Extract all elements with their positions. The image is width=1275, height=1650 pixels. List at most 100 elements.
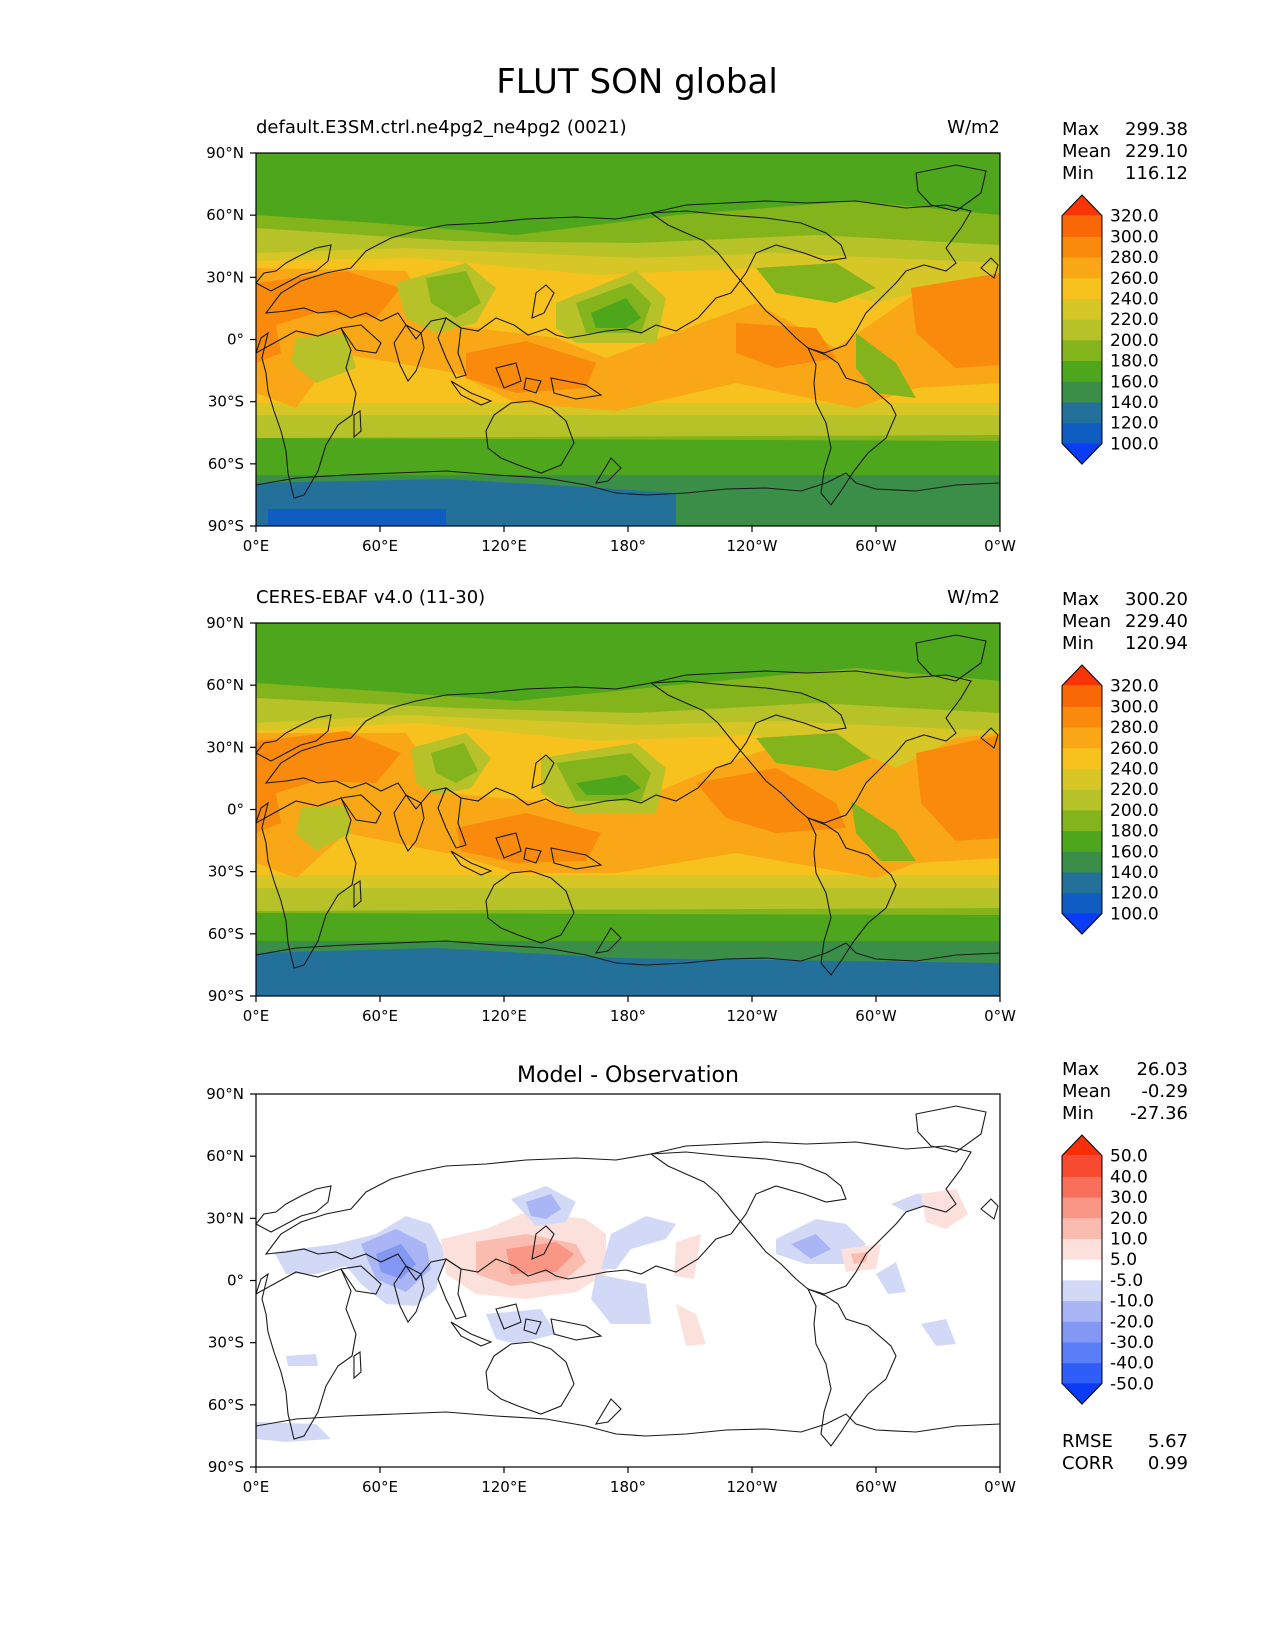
lat-tick-label: 60°S: [208, 1396, 244, 1414]
colorbar-min-extend: [1062, 443, 1102, 465]
lat-tick-label: 0°: [227, 331, 244, 349]
stat-label: Max: [1062, 119, 1100, 140]
lat-tick-label: 60°N: [206, 1147, 244, 1165]
lat-tick-label: 30°S: [208, 393, 244, 411]
stat-value: 26.03: [1136, 1059, 1188, 1080]
lat-tick-label: 30°N: [206, 1209, 244, 1227]
figure-title: FLUT SON global: [496, 62, 778, 102]
colorbar-level-label: 5.0: [1110, 1250, 1137, 1270]
colorbar-bin: [1062, 789, 1102, 811]
stat-label: Min: [1062, 163, 1094, 184]
colorbar-level-label: 240.0: [1110, 760, 1159, 780]
colorbar-bin: [1062, 402, 1102, 424]
stat-value: -27.36: [1130, 1103, 1188, 1124]
colorbar-bin: [1062, 319, 1102, 341]
colorbar-level-label: -10.0: [1110, 1292, 1154, 1312]
lon-tick-label: 60°E: [362, 1478, 398, 1496]
model-side: Max 299.38 Mean 229.10 Min 116.12 100.0120.014…: [1061, 119, 1188, 465]
colorbar-level-label: 140.0: [1110, 393, 1159, 413]
colorbar-level-label: 10.0: [1110, 1230, 1148, 1250]
colorbar-level-label: 30.0: [1110, 1188, 1148, 1208]
lat-tick-label: 90°N: [206, 614, 244, 632]
lon-tick-label: 60°W: [855, 1478, 897, 1496]
lon-tick-label: 180°: [610, 1478, 646, 1496]
model-panel: default.E3SM.ctrl.ne4pg2_ne4pg2 (0021) W…: [206, 117, 1016, 555]
lon-tick-label: 60°W: [855, 537, 897, 555]
lat-tick-label: 60°S: [208, 925, 244, 943]
colorbar-level-label: 140.0: [1110, 863, 1159, 883]
colorbar-level-label: 40.0: [1110, 1167, 1148, 1187]
stat-value: 229.40: [1125, 611, 1188, 632]
colorbar-bin: [1062, 1279, 1102, 1302]
colorbar-level-label: 260.0: [1110, 269, 1159, 289]
lon-tick-label: 60°E: [362, 1007, 398, 1025]
colorbar-level-label: 20.0: [1110, 1209, 1148, 1229]
diff-lat-ticks: 90°N 60°N 30°N 0° 30°S 60°S 90°S: [206, 1085, 256, 1476]
model-panel-title: default.E3SM.ctrl.ne4pg2_ne4pg2 (0021): [256, 117, 627, 138]
colorbar: -50.0-40.0-30.0-20.0-10.0-5.05.010.020.0…: [1061, 1134, 1154, 1405]
colorbar-max-extend: [1062, 1135, 1102, 1156]
diff-side: Max 26.03 Mean -0.29 Min -27.36 -50.0-40.0-30.…: [1061, 1059, 1188, 1474]
stat-value: 116.12: [1125, 163, 1188, 184]
obs-lat-ticks: 90°N 60°N 30°N 0° 30°S 60°S 90°S: [206, 614, 256, 1005]
colorbar-bin: [1062, 257, 1102, 279]
lat-tick-label: 60°N: [206, 206, 244, 224]
colorbar-bin: [1062, 1300, 1102, 1322]
colorbar-outline: [1061, 194, 1103, 465]
colorbar-bin: [1062, 727, 1102, 749]
diff-panel-title: Model - Observation: [517, 1063, 739, 1088]
colorbar-level-label: -30.0: [1110, 1333, 1154, 1353]
lat-tick-label: 90°S: [208, 517, 244, 535]
stat-value: 120.94: [1125, 633, 1188, 654]
lat-tick-label: 90°S: [208, 987, 244, 1005]
lon-tick-label: 60°W: [855, 1007, 897, 1025]
stat-label: Mean: [1062, 611, 1111, 632]
obs-side: Max 300.20 Mean 229.40 Min 120.94 100.0120.014…: [1061, 589, 1188, 935]
lon-tick-label: 60°E: [362, 537, 398, 555]
lon-tick-label: 120°W: [727, 1478, 778, 1496]
colorbar-level-label: -20.0: [1110, 1312, 1154, 1332]
colorbar-bin: [1062, 1238, 1102, 1260]
colorbar-level-label: 200.0: [1110, 801, 1159, 821]
colorbar-bin: [1062, 339, 1102, 362]
stat-label: Mean: [1062, 1081, 1111, 1102]
extra-stat-label: CORR: [1062, 1453, 1114, 1474]
colorbar-bin: [1062, 1176, 1102, 1198]
colorbar-level-label: 120.0: [1110, 884, 1159, 904]
lon-tick-label: 0°W: [984, 1007, 1016, 1025]
stat-label: Min: [1062, 1103, 1094, 1124]
colorbar-level-label: -40.0: [1110, 1354, 1154, 1374]
colorbar-outline: [1061, 664, 1103, 935]
colorbar-level-label: 300.0: [1110, 697, 1159, 717]
stat-value: -0.29: [1141, 1081, 1188, 1102]
colorbar-level-label: 320.0: [1110, 677, 1159, 697]
diff-panel: Model - Observation 90°N 60°N 30°N 0° 30°S 60…: [206, 1063, 1016, 1496]
lon-tick-label: 0°E: [243, 1007, 270, 1025]
colorbar-level-label: -50.0: [1110, 1374, 1154, 1394]
colorbar-bin: [1062, 809, 1102, 832]
colorbar: 100.0120.0140.0160.0180.0200.0220.0240.0…: [1061, 194, 1159, 465]
obs-panel-units: W/m2: [947, 587, 1000, 608]
lon-tick-label: 180°: [610, 1007, 646, 1025]
colorbar: 100.0120.0140.0160.0180.0200.0220.0240.0…: [1061, 664, 1159, 935]
colorbar-level-label: 160.0: [1110, 372, 1159, 392]
colorbar-level-label: 160.0: [1110, 842, 1159, 862]
lon-tick-label: 120°E: [481, 537, 527, 555]
colorbar-min-extend: [1062, 913, 1102, 935]
lon-tick-label: 120°W: [727, 537, 778, 555]
colorbar-bin: [1062, 747, 1102, 769]
obs-panel: CERES-EBAF v4.0 (11-30) W/m2 90°N 60°N 30°…: [206, 587, 1016, 1025]
obs-panel-title: CERES-EBAF v4.0 (11-30): [256, 587, 485, 608]
colorbar-bin: [1062, 851, 1102, 873]
stat-value: 229.10: [1125, 141, 1188, 162]
colorbar-bin: [1062, 1342, 1102, 1364]
colorbar-level-label: 280.0: [1110, 718, 1159, 738]
stat-label: Max: [1062, 589, 1100, 610]
model-lat-ticks: 90°N 60°N 30°N 0° 30°S 60°S 90°S: [206, 144, 256, 535]
obs-map: [256, 623, 1000, 996]
colorbar-min-extend: [1062, 1383, 1102, 1405]
colorbar-bin: [1062, 1197, 1102, 1219]
colorbar-level-label: 50.0: [1110, 1147, 1148, 1167]
colorbar-bin: [1062, 236, 1102, 258]
colorbar-level-label: 220.0: [1110, 780, 1159, 800]
